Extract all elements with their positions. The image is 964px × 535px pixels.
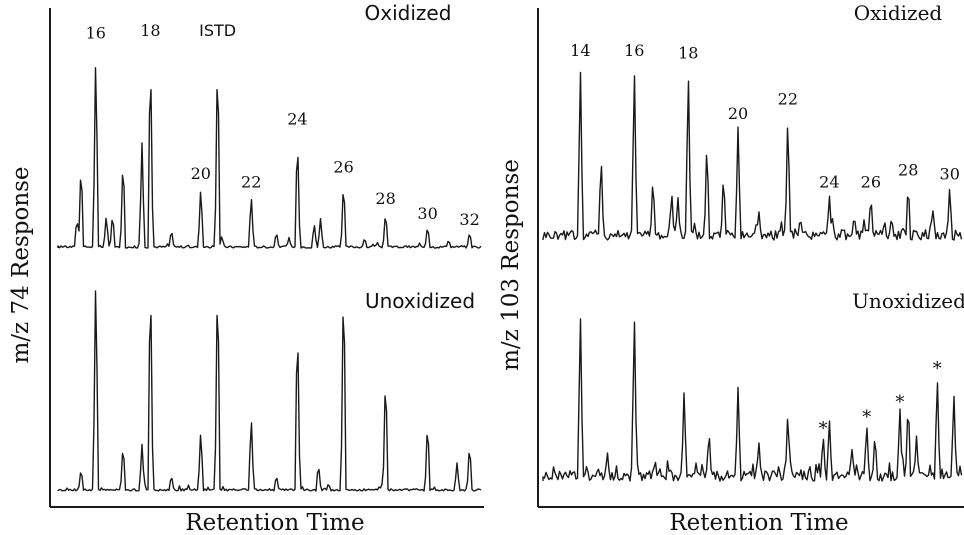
series-title-unoxidized: Unoxidized xyxy=(852,289,964,313)
peak-label: 18 xyxy=(678,43,698,62)
peak-label: 24 xyxy=(287,109,307,128)
peak-marker-asterisk: * xyxy=(819,418,828,439)
x-axis-label: Retention Time xyxy=(185,510,364,535)
y-axis-label: m/z 103 Response xyxy=(498,159,524,371)
peak-label: 28 xyxy=(898,160,918,179)
peak-label: 22 xyxy=(778,90,798,109)
chromatogram-trace-oxidized xyxy=(542,71,963,241)
peak-label: 26 xyxy=(333,158,353,177)
peak-label: 14 xyxy=(570,41,590,60)
x-axis-label: Retention Time xyxy=(669,510,848,535)
peak-marker-asterisk: * xyxy=(862,407,871,428)
chromatogram-trace-unoxidized xyxy=(542,318,963,482)
peak-label: ISTD xyxy=(199,21,236,40)
peak-label: 30 xyxy=(940,164,960,183)
y-axis-label: m/z 74 Response xyxy=(8,166,34,363)
peak-label: 28 xyxy=(375,189,395,208)
peak-label: 22 xyxy=(241,172,261,191)
series-title-unoxidized: Unoxidized xyxy=(365,289,475,313)
peak-label: 30 xyxy=(417,204,437,223)
chart-panel-1 xyxy=(49,8,484,508)
peak-label: 16 xyxy=(624,41,644,60)
peak-label: 16 xyxy=(86,23,106,42)
peak-marker-asterisk: * xyxy=(895,392,904,413)
peak-label: 18 xyxy=(140,21,160,40)
peak-label: 20 xyxy=(728,104,748,123)
chromatogram-trace-oxidized xyxy=(57,67,482,249)
peak-label: 20 xyxy=(191,164,211,183)
chart-panel-2 xyxy=(537,8,964,508)
series-title-oxidized: Oxidized xyxy=(854,1,943,25)
peak-label: 24 xyxy=(819,173,839,192)
chromatogram-trace-unoxidized xyxy=(57,290,482,492)
peak-marker-asterisk: * xyxy=(933,359,942,380)
peak-label: 26 xyxy=(861,173,881,192)
series-title-oxidized: Oxidized xyxy=(365,1,452,25)
peak-label: 32 xyxy=(459,210,479,229)
